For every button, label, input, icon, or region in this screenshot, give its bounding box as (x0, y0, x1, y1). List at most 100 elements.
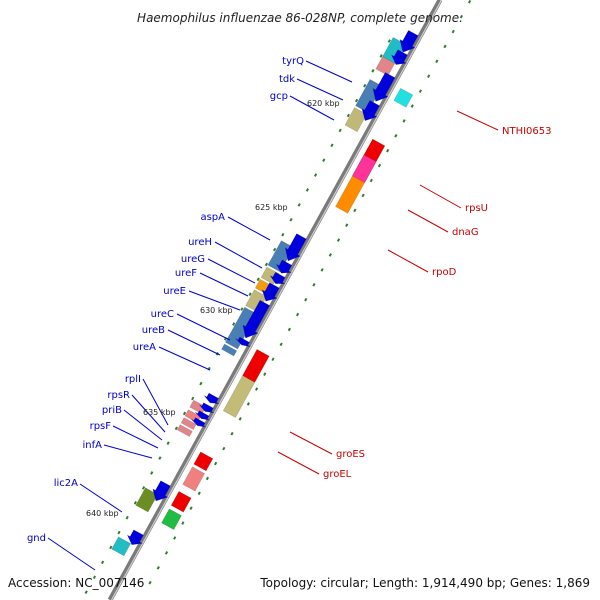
forward-gene-arrow (399, 30, 419, 53)
scale-tick (305, 188, 310, 192)
leader-line (419, 184, 462, 209)
scale-tick (451, 29, 455, 34)
leader-line (188, 290, 241, 311)
scale-tick (459, 14, 464, 19)
forward-gene-arrow (235, 336, 251, 347)
scale-tick (369, 178, 373, 183)
scale-tick (100, 560, 105, 565)
gene-label-rpoD[interactable]: rpoD (432, 267, 457, 278)
leader-line (289, 431, 333, 455)
gene-label-rpsF[interactable]: rpsF (90, 421, 112, 432)
kbp-label-620: 620 kbp (307, 99, 340, 108)
genome-summary-text: Topology: circular; Length: 1,914,490 bp… (259, 576, 590, 590)
scale-tick (312, 282, 316, 287)
scale-tick (273, 247, 277, 252)
scale-tick (271, 357, 275, 362)
leader-line (296, 78, 344, 101)
kbp-label-640: 640 kbp (86, 509, 119, 518)
scale-tick (164, 551, 169, 555)
scale-tick (197, 491, 201, 496)
leader-line (289, 95, 335, 121)
scale-tick (330, 143, 334, 148)
gene-label-aspA[interactable]: aspA (200, 212, 225, 223)
forward-gene-arrow (390, 49, 408, 65)
scale-tick (371, 69, 375, 73)
forward-gene-arrow (284, 233, 307, 262)
scale-tick (222, 446, 226, 451)
gene-label-ureB[interactable]: ureB (142, 325, 165, 336)
scale-tick (248, 292, 252, 297)
forward-gene-arrow (242, 299, 271, 339)
gene-label-ureA[interactable]: ureA (133, 342, 156, 353)
forward-gene-arrow (191, 417, 207, 428)
scale-tick (289, 217, 293, 222)
reverse-gene-box (161, 508, 182, 530)
forward-gene-box (221, 343, 238, 357)
gene-label-ureG[interactable]: ureG (181, 254, 205, 265)
scale-tick (246, 402, 250, 406)
kbp-label-635: 635 kbp (143, 408, 176, 417)
scale-tick (189, 506, 193, 511)
scale-tick (297, 203, 301, 207)
gene-label-tdk[interactable]: tdk (279, 74, 295, 85)
scale-tick (263, 372, 267, 376)
gene-label-ureE[interactable]: ureE (163, 286, 186, 297)
scale-tick (336, 238, 341, 242)
forward-gene-box (180, 417, 197, 430)
scale-tick (181, 521, 185, 525)
leader-line (305, 60, 353, 83)
scale-tick (199, 381, 203, 386)
forward-gene-box (135, 487, 159, 513)
scale-tick (394, 134, 398, 138)
scale-tick (148, 580, 152, 585)
scale-tick (418, 89, 423, 93)
scale-tick (264, 262, 269, 267)
leader-line (47, 537, 96, 571)
gene-label-tyrQ[interactable]: tyrQ (282, 56, 304, 67)
gene-label-infA[interactable]: infA (83, 440, 103, 451)
forward-gene-arrow (275, 259, 293, 274)
kbp-label-625: 625 kbp (255, 203, 288, 212)
scale-tick (214, 461, 218, 466)
scale-tick (320, 268, 324, 272)
leader-line (214, 241, 263, 269)
leader-line (176, 313, 231, 341)
forward-gene-box (111, 536, 132, 557)
gene-label-lic2A[interactable]: lic2A (54, 478, 78, 489)
gene-label-groES[interactable]: groES (336, 449, 365, 460)
gene-label-priB[interactable]: priB (102, 405, 122, 416)
reverse-gene-box (352, 154, 377, 183)
gene-label-gnd[interactable]: gnd (27, 533, 46, 544)
scale-tick (182, 411, 187, 416)
gene-label-rpsR[interactable]: rpsR (107, 390, 130, 401)
forward-gene-box (189, 399, 207, 415)
gene-label-ureC[interactable]: ureC (151, 309, 174, 320)
reverse-gene-box (222, 375, 256, 418)
gene-label-ureF[interactable]: ureF (175, 268, 197, 279)
scale-tick (205, 476, 210, 481)
scale-tick (361, 193, 365, 198)
gene-label-rplI[interactable]: rplI (125, 374, 141, 385)
scale-tick (287, 327, 291, 332)
leader-line (167, 329, 221, 356)
gene-label-NTHI0653[interactable]: NTHI0653 (502, 126, 552, 137)
scale-tick (238, 417, 242, 421)
gene-label-gcp[interactable]: gcp (270, 91, 288, 102)
scale-tick (240, 307, 244, 311)
scale-tick (254, 387, 259, 391)
leader-line (131, 394, 166, 433)
gene-label-ureH[interactable]: ureH (188, 237, 212, 248)
scale-ticks (84, 0, 472, 594)
scale-tick (191, 396, 195, 401)
reverse-gene-box (170, 490, 192, 513)
gene-label-rpsU[interactable]: rpsU (465, 203, 488, 214)
gene-label-groEL[interactable]: groEL (323, 469, 352, 480)
forward-gene-arrow (261, 282, 280, 302)
scale-tick (279, 342, 283, 347)
gene-label-dnaG[interactable]: dnaG (452, 227, 479, 238)
forward-gene-arrow (203, 392, 220, 404)
scale-tick (150, 471, 154, 475)
leader-line (142, 378, 169, 426)
label-leader-lines (47, 60, 499, 571)
